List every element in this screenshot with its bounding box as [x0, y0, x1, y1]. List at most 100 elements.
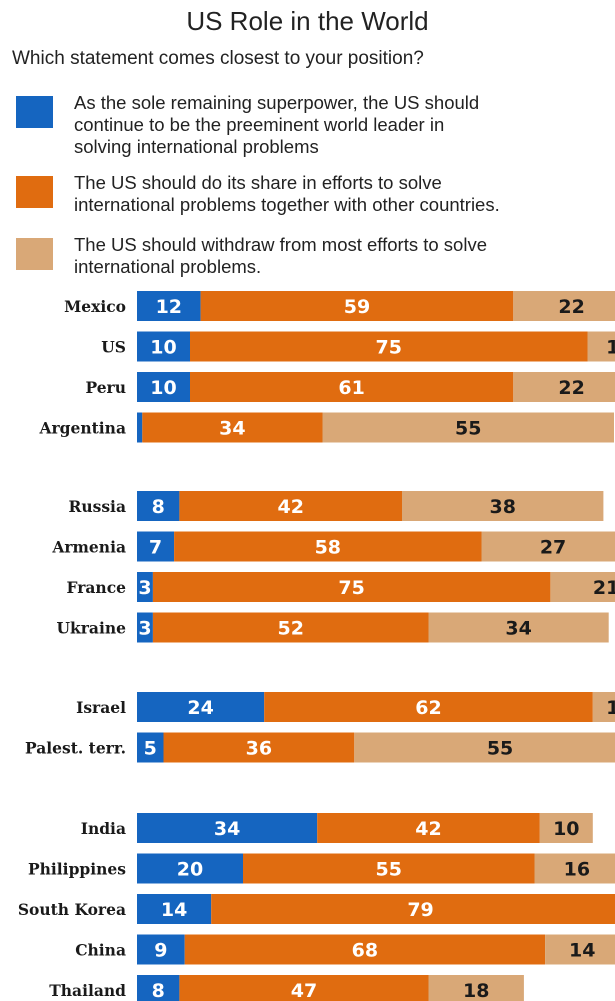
data-label-thailand-2: 18 [463, 980, 489, 1001]
bar-segment-philippines-2 [534, 853, 615, 884]
data-label-argentina-1: 34 [219, 418, 245, 440]
bar-segment-israel-0 [137, 692, 265, 722]
data-label-france-1: 75 [338, 577, 364, 599]
bar-segment-ukraine-0 [137, 612, 153, 643]
bar-segment-us-0 [137, 331, 190, 362]
legend-line: As the sole remaining superpower, the US… [74, 92, 480, 113]
bar-segment-france-1 [152, 572, 551, 602]
legend-line: The US should withdraw from most efforts… [74, 234, 487, 255]
legend-line: solving international problems [74, 136, 319, 157]
category-label-argentina: Argentina [38, 419, 126, 438]
bar-segment-peru-2 [513, 372, 615, 402]
category-label-peru: Peru [85, 378, 126, 397]
data-label-india-2: 10 [553, 818, 579, 840]
data-label-india-1: 42 [415, 818, 441, 840]
chart-subtitle: Which statement comes closest to your po… [12, 48, 424, 69]
category-label-ukraine: Ukraine [57, 619, 127, 638]
bar-segment-south-korea-0 [137, 894, 212, 924]
data-label-us-2: 12 [606, 337, 615, 359]
data-label-mexico-1: 59 [344, 296, 370, 318]
bar-segment-ukraine-1 [152, 612, 429, 643]
bar-segment-france-0 [137, 572, 153, 602]
bar-segment-armenia-0 [137, 531, 175, 562]
bar-segment-china-2 [545, 934, 615, 965]
bar-segment-russia-2 [402, 491, 604, 521]
legend-line: continue to be the preeminent world lead… [74, 114, 445, 135]
bar-segment-armenia-2 [481, 531, 615, 562]
bar-segment-israel-2 [592, 692, 615, 722]
data-label-ukraine-0: 3 [138, 618, 151, 640]
bar-segment-palest-terr-2 [354, 732, 615, 763]
bar-segment-argentina-1 [142, 412, 323, 443]
data-label-israel-2: 10 [606, 697, 615, 719]
bar-segment-south-korea-1 [211, 894, 615, 924]
data-label-philippines-0: 20 [177, 859, 203, 881]
data-label-india-0: 34 [214, 818, 240, 840]
category-label-armenia: Armenia [51, 538, 126, 557]
bar-segment-mexico-0 [137, 291, 201, 321]
data-label-thailand-1: 47 [291, 980, 317, 1001]
bar-segment-peru-0 [137, 372, 190, 402]
legend-line: international problems together with oth… [74, 194, 500, 215]
data-label-china-0: 9 [154, 940, 167, 962]
data-label-ukraine-1: 52 [277, 618, 303, 640]
bar-segment-armenia-1 [174, 531, 482, 562]
legend-text-withdraw: The US should withdraw from most efforts… [74, 234, 615, 278]
data-label-armenia-1: 58 [315, 537, 341, 559]
data-label-us-1: 75 [376, 337, 402, 359]
data-label-france-0: 3 [138, 577, 151, 599]
legend-text-leader: As the sole remaining superpower, the US… [74, 92, 615, 158]
bar-segment-russia-1 [179, 491, 402, 521]
category-label-china: China [75, 941, 126, 960]
data-label-philippines-2: 16 [564, 859, 590, 881]
bar-segment-thailand-1 [179, 975, 429, 1001]
category-label-france: France [66, 578, 126, 597]
data-label-france-2: 21 [593, 577, 615, 599]
category-label-south-korea: South Korea [18, 900, 126, 919]
bar-segment-france-2 [550, 572, 615, 602]
data-label-russia-1: 42 [277, 496, 303, 518]
data-label-armenia-0: 7 [149, 537, 162, 559]
bar-segment-palest-terr-0 [137, 732, 164, 763]
bar-segment-thailand-2 [428, 975, 524, 1001]
bar-segment-china-1 [184, 934, 546, 965]
data-label-us-0: 10 [150, 337, 176, 359]
bar-segment-us-2 [587, 331, 615, 362]
data-label-china-2: 14 [569, 940, 595, 962]
category-label-philippines: Philippines [28, 860, 126, 879]
category-label-palest-terr: Palest. terr. [25, 739, 126, 758]
bar-segment-india-0 [137, 813, 318, 843]
legend-text-share: The US should do its share in efforts to… [74, 172, 615, 216]
bar-segment-mexico-2 [513, 291, 615, 321]
category-label-thailand: Thailand [49, 981, 126, 1000]
data-label-mexico-0: 12 [156, 296, 182, 318]
bar-segment-us-1 [190, 331, 588, 362]
data-label-israel-1: 62 [415, 697, 441, 719]
data-label-south-korea-1: 79 [407, 899, 433, 921]
data-label-israel-0: 24 [187, 697, 213, 719]
data-label-palest-terr-2: 55 [487, 738, 513, 760]
category-label-india: India [81, 819, 126, 838]
data-label-argentina-2: 55 [455, 418, 481, 440]
bar-segment-thailand-0 [137, 975, 180, 1001]
legend-swatch-orange [16, 176, 53, 208]
legend-line: international problems. [74, 256, 262, 277]
bar-segment-peru-1 [190, 372, 514, 402]
chart-title: US Role in the World [186, 6, 429, 36]
data-label-south-korea-0: 14 [161, 899, 187, 921]
legend-swatch-blue [16, 96, 53, 128]
bar-segment-argentina-2 [322, 412, 614, 443]
bar-segment-palest-terr-1 [163, 732, 355, 763]
data-label-peru-1: 61 [338, 377, 364, 399]
bar-segment-mexico-1 [200, 291, 514, 321]
data-label-peru-0: 10 [150, 377, 176, 399]
bar-segment-russia-0 [137, 491, 180, 521]
data-label-mexico-2: 22 [558, 296, 584, 318]
data-label-russia-2: 38 [489, 496, 515, 518]
data-label-china-1: 68 [352, 940, 378, 962]
bar-segment-india-1 [317, 813, 540, 843]
data-label-thailand-0: 8 [152, 980, 165, 1001]
data-label-ukraine-2: 34 [505, 618, 531, 640]
category-label-russia: Russia [68, 497, 126, 516]
category-label-israel: Israel [76, 698, 126, 717]
